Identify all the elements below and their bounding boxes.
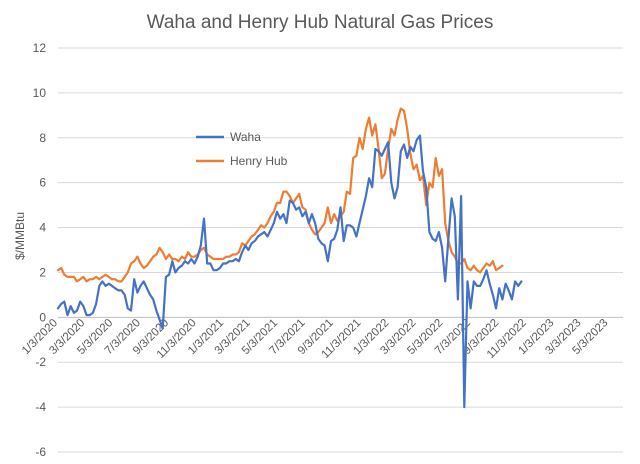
- y-tick-label: -6: [35, 445, 46, 459]
- y-tick-label: -4: [35, 400, 46, 414]
- series-line-henry-hub: [56, 107, 504, 283]
- legend: Waha Henry Hub: [196, 130, 288, 168]
- gridlines: [58, 47, 623, 453]
- y-tick-label: 8: [39, 131, 46, 145]
- y-tick-label: 12: [33, 41, 47, 55]
- series-lines: [56, 107, 523, 409]
- y-tick-label: 4: [39, 221, 46, 235]
- y-axis-label: $/MMBtu: [13, 212, 27, 260]
- y-tick-label: 0: [39, 310, 46, 324]
- y-tick-label: 6: [39, 176, 46, 190]
- y-tick-label: -2: [35, 355, 46, 369]
- legend-label-waha: Waha: [230, 130, 261, 144]
- series-line-waha: [56, 134, 523, 409]
- y-tick-label: 10: [33, 86, 47, 100]
- x-axis-ticks: 1/3/20203/3/20205/3/20207/3/20209/3/2020…: [20, 317, 611, 361]
- legend-label-henry-hub: Henry Hub: [230, 154, 288, 168]
- chart-title: Waha and Henry Hub Natural Gas Prices: [147, 12, 494, 33]
- y-tick-label: 2: [39, 265, 46, 279]
- y-axis-ticks: -6 -4 -2 0 2 4 6 8 10 12: [33, 41, 47, 459]
